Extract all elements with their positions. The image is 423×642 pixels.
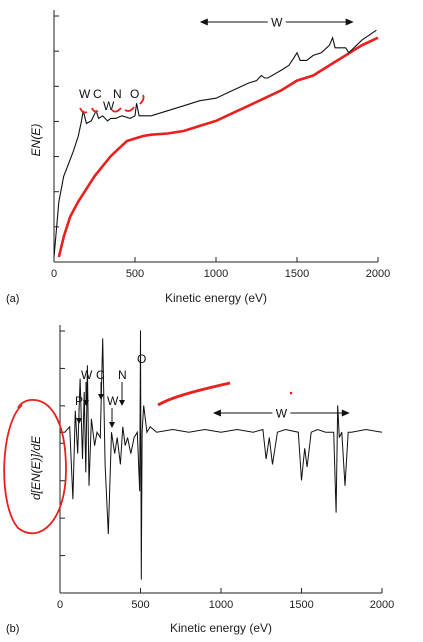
panel-a: 0 500 1000 1500 2000 EN(E) Kinetic energy (e… — [6, 10, 390, 305]
red-mark-1 — [79, 107, 88, 114]
panel-b: 0 500 1000 1500 2000 d[EN(E)]/dE Kinetic ene… — [3, 325, 394, 635]
panel-b-peak-arrows — [76, 382, 125, 428]
panel-a-x-ticks: 0 500 1000 1500 2000 — [51, 257, 390, 280]
arrowhead-n — [119, 400, 125, 406]
red-mark-3 — [111, 107, 122, 113]
panel-b-y-label: d[EN(E)]/dE — [29, 435, 43, 500]
panel-a-label: (a) — [6, 293, 19, 305]
panel-b-x-ticks: 0 500 1000 1500 2000 — [57, 588, 394, 611]
panel-b-peak-n: N — [118, 368, 127, 382]
panel-a-peak-o: O — [130, 87, 139, 101]
b-x-tick-label: 1000 — [209, 599, 233, 611]
panel-b-range-arrowhead-left — [212, 409, 221, 417]
red-ylabel-circle — [3, 399, 67, 535]
panel-b-range-arrowhead-right — [341, 409, 350, 417]
panel-b-peak-p: P — [75, 394, 83, 408]
panel-b-red-annotations — [3, 381, 293, 535]
red-mark-2 — [91, 107, 99, 113]
panel-a-range-arrow: W — [199, 16, 354, 30]
red-stroke-curve — [157, 381, 231, 407]
a-x-tick-label: 0 — [51, 268, 57, 280]
panel-a-peak-w1: W — [79, 87, 91, 101]
a-x-tick-label: 1500 — [285, 268, 309, 280]
a-x-tick-label: 2000 — [366, 268, 390, 280]
panel-a-peak-n: N — [113, 87, 122, 101]
panel-a-series-red — [57, 36, 379, 258]
panel-b-x-label: Kinetic energy (eV) — [170, 621, 272, 635]
panel-a-range-arrowhead-right — [345, 18, 354, 26]
arrowhead-w1 — [83, 400, 89, 406]
b-x-tick-label: 500 — [131, 599, 149, 611]
b-x-tick-label: 2000 — [370, 599, 394, 611]
a-x-tick-label: 1000 — [204, 268, 228, 280]
panel-b-label: (b) — [6, 623, 19, 635]
panel-a-red-marks — [79, 94, 145, 114]
panel-b-y-ticks — [60, 330, 65, 594]
panel-a-range-gap — [267, 16, 286, 28]
arrowhead-w2 — [109, 422, 115, 428]
panel-b-series-black — [60, 330, 383, 580]
panel-a-peak-w2: W — [103, 99, 115, 113]
arrowhead-p — [76, 418, 82, 424]
panel-a-y-label: EN(E) — [29, 124, 43, 157]
panel-b-peak-o: O — [137, 352, 146, 366]
panel-a-range-arrowhead-left — [199, 18, 208, 26]
b-x-tick-label: 1500 — [289, 599, 313, 611]
panel-a-peak-c: C — [93, 87, 102, 101]
panel-a-range-label: W — [271, 16, 283, 30]
red-mark-5 — [139, 94, 145, 105]
panel-b-range-arrow: W — [212, 407, 350, 421]
panel-b-range-gap — [272, 407, 291, 419]
panel-a-series-black — [53, 29, 377, 258]
b-x-tick-label: 0 — [57, 599, 63, 611]
panel-b-peak-w1: W — [81, 368, 93, 382]
a-x-tick-label: 500 — [126, 268, 144, 280]
red-mark-4 — [124, 106, 135, 112]
arrowhead-c — [98, 394, 104, 400]
panel-a-x-label: Kinetic energy (eV) — [165, 291, 267, 305]
panel-b-peak-w2: W — [107, 394, 119, 408]
panel-b-peak-c: C — [96, 368, 105, 382]
red-dot — [289, 391, 293, 395]
panel-b-range-label: W — [276, 407, 288, 421]
